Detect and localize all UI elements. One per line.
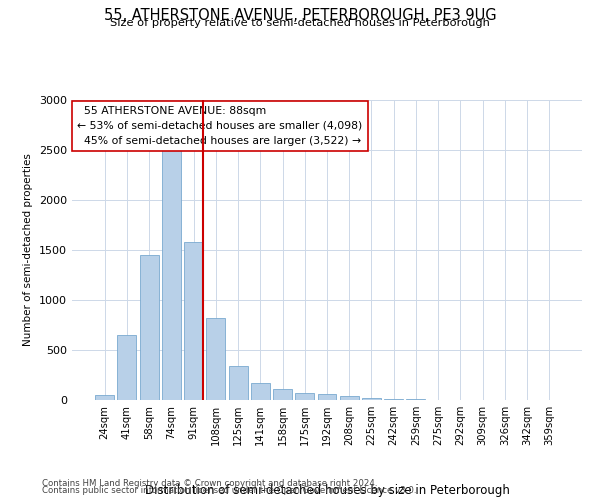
Bar	[384, 398, 403, 400]
Y-axis label: Number of semi-detached properties: Number of semi-detached properties	[23, 154, 34, 346]
Bar	[362, 398, 381, 400]
Bar	[229, 366, 248, 400]
Text: 55 ATHERSTONE AVENUE: 88sqm
← 53% of semi-detached houses are smaller (4,098)
  : 55 ATHERSTONE AVENUE: 88sqm ← 53% of sem…	[77, 106, 362, 146]
Bar	[317, 394, 337, 400]
Text: 55, ATHERSTONE AVENUE, PETERBOROUGH, PE3 9UG: 55, ATHERSTONE AVENUE, PETERBOROUGH, PE3…	[104, 8, 496, 22]
Bar	[140, 255, 158, 400]
X-axis label: Distribution of semi-detached houses by size in Peterborough: Distribution of semi-detached houses by …	[145, 484, 509, 497]
Bar	[273, 388, 292, 400]
Bar	[95, 394, 114, 400]
Text: Contains HM Land Registry data © Crown copyright and database right 2024.: Contains HM Land Registry data © Crown c…	[42, 478, 377, 488]
Text: Contains public sector information licensed under the Open Government Licence v3: Contains public sector information licen…	[42, 486, 416, 495]
Bar	[184, 242, 203, 400]
Bar	[251, 382, 270, 400]
Bar	[206, 318, 225, 400]
Bar	[406, 399, 425, 400]
Bar	[295, 392, 314, 400]
Text: Size of property relative to semi-detached houses in Peterborough: Size of property relative to semi-detach…	[110, 18, 490, 28]
Bar	[340, 396, 359, 400]
Bar	[118, 335, 136, 400]
Bar	[162, 150, 181, 400]
